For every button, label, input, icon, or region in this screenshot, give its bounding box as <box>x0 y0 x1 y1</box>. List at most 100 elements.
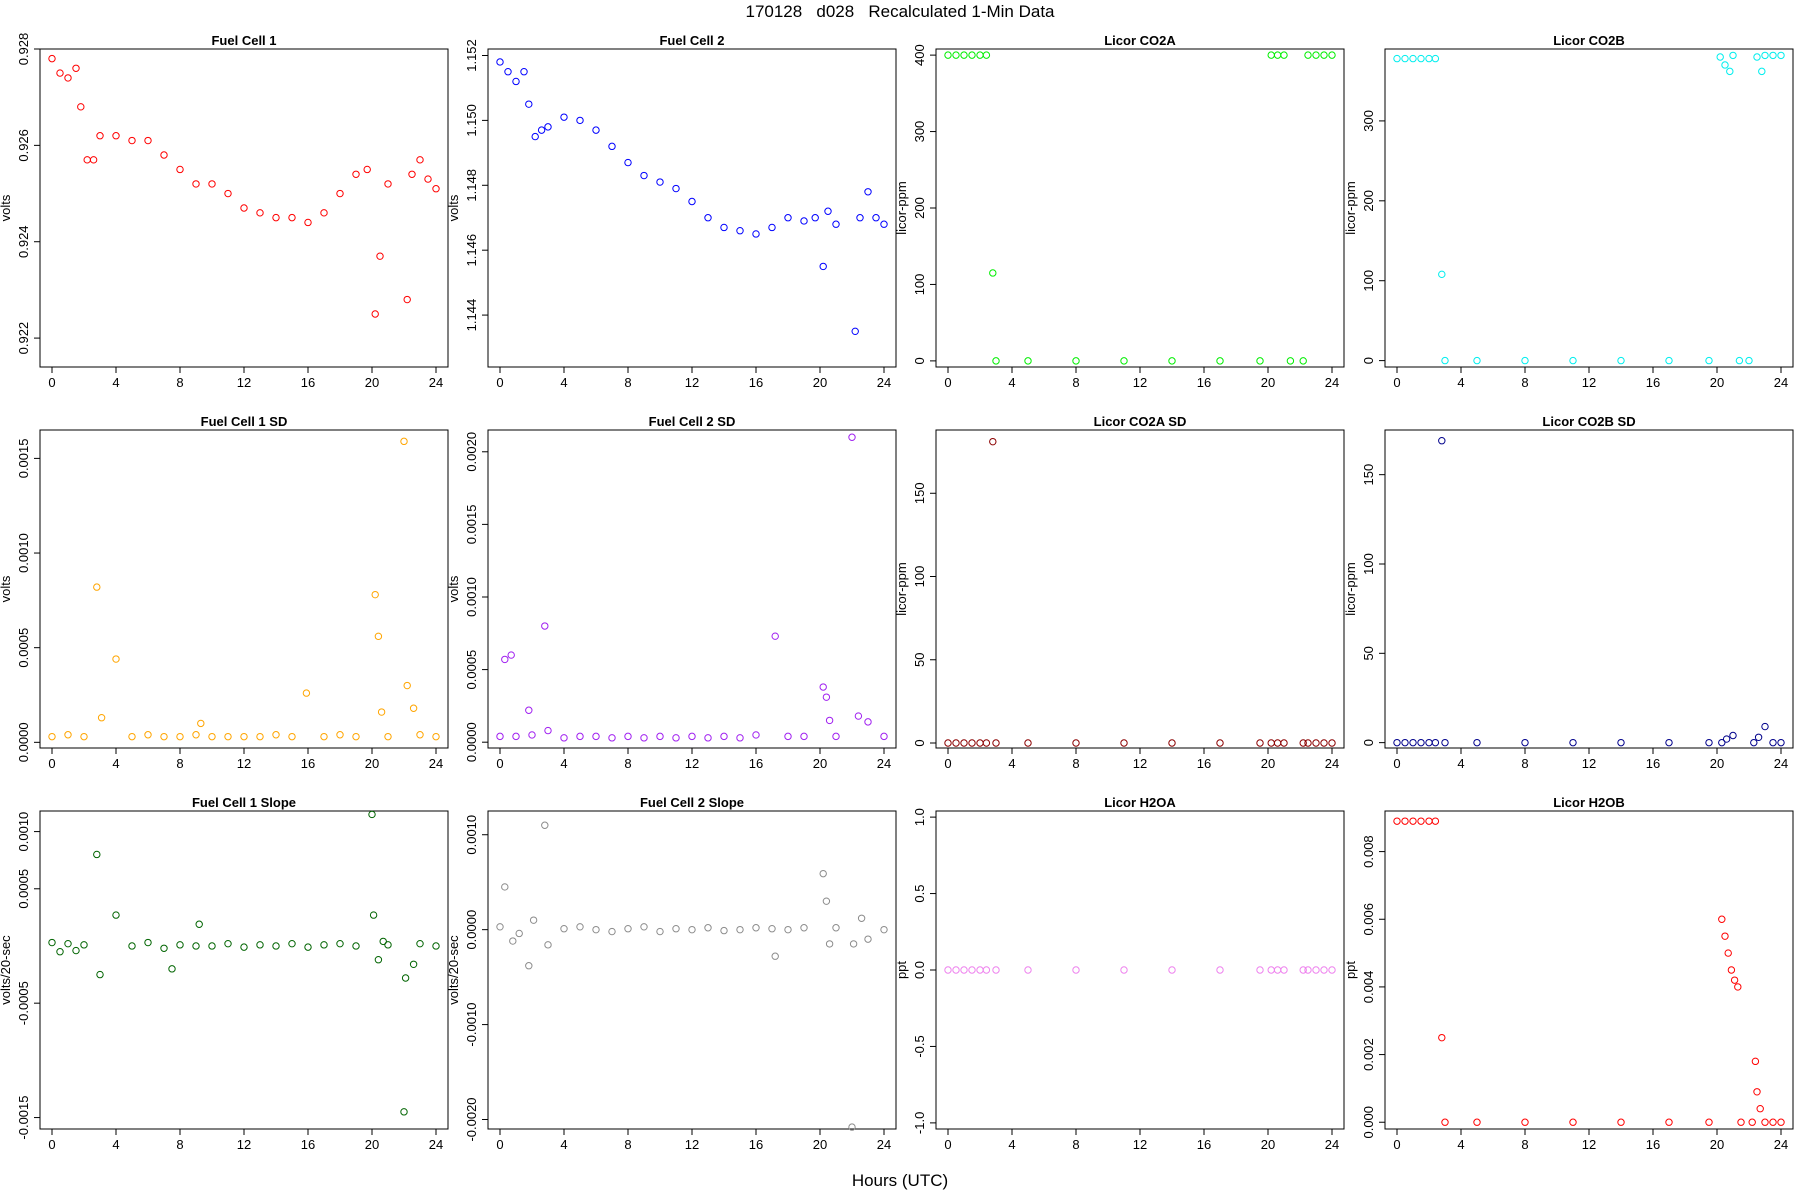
y-axis-label-licor-co2b: licor-ppm <box>1343 181 1358 234</box>
data-point-fuel-cell-1-slope-0-20 <box>288 939 296 948</box>
data-point-licor-h2ob-0-25 <box>1761 1118 1769 1126</box>
x-tick-label-fuel-cell-2-1: 4 <box>560 375 567 390</box>
data-point-fuel-cell-1-sd-0-22 <box>371 590 379 599</box>
y-axis-label-licor-h2oa: ppt <box>894 961 909 979</box>
x-tick-label-licor-h2ob-2: 8 <box>1521 1137 1528 1152</box>
data-point-licor-co2b-sd-0-16 <box>1729 731 1737 740</box>
data-point-fuel-cell-1-slope-0-14 <box>195 920 203 928</box>
data-point-fuel-cell-2-sd-0-11 <box>608 734 616 742</box>
data-point-fuel-cell-2-slope-0-14 <box>656 927 664 936</box>
data-point-licor-co2b-0-10 <box>1569 356 1577 365</box>
data-point-fuel-cell-1-0-29 <box>408 170 416 178</box>
y-tick-label-licor-h2ob-4: 0.008 <box>1361 835 1376 868</box>
data-point-fuel-cell-1-sd-0-14 <box>240 732 248 741</box>
data-point-licor-co2a-sd-0-18 <box>1304 739 1312 747</box>
plot-frame-licor-co2a-sd <box>935 429 1345 749</box>
data-point-fuel-cell-1-0-23 <box>352 170 360 178</box>
y-tick-label-licor-co2b-sd-2: 100 <box>1361 553 1376 575</box>
y-tick-label-licor-co2b-sd-3: 150 <box>1361 464 1376 486</box>
plot-frame-licor-co2b <box>1384 48 1794 368</box>
data-point-licor-co2a-sd-0-4 <box>976 739 984 747</box>
data-point-fuel-cell-1-sd-0-7 <box>144 731 152 739</box>
data-point-fuel-cell-2-slope-0-28 <box>832 924 840 932</box>
x-tick-label-licor-co2b-sd-4: 16 <box>1646 756 1660 771</box>
x-tick-label-licor-co2a-sd-3: 12 <box>1133 756 1147 771</box>
x-tick-label-fuel-cell-2-6: 24 <box>877 375 891 390</box>
x-tick-label-licor-h2ob-5: 20 <box>1710 1137 1724 1152</box>
data-point-fuel-cell-1-0-5 <box>83 156 91 164</box>
data-point-fuel-cell-2-slope-0-8 <box>560 925 568 933</box>
x-tick-label-fuel-cell-1-4: 16 <box>301 375 315 390</box>
data-point-fuel-cell-1-slope-0-12 <box>176 941 184 949</box>
data-point-fuel-cell-2-sd-0-27 <box>832 732 840 741</box>
data-point-fuel-cell-2-0-3 <box>520 68 528 76</box>
panel-fuel-cell-2-slope: Fuel Cell 2 Slope 0 4 8 12 16 20 24 -0.0020 -0.00… <box>446 795 897 1152</box>
data-point-fuel-cell-1-sd-0-4 <box>97 714 106 722</box>
panel-title-fuel-cell-1-slope: Fuel Cell 1 Slope <box>192 795 296 810</box>
y-axis-label-fuel-cell-2: volts <box>446 194 461 221</box>
data-point-fuel-cell-1-slope-0-31 <box>401 974 410 982</box>
y-tick-label-fuel-cell-2-sd-3: 0.0015 <box>464 505 479 545</box>
data-point-licor-co2a-0-14 <box>1267 51 1275 59</box>
data-point-fuel-cell-1-slope-0-16 <box>224 939 232 948</box>
data-point-licor-h2oa-0-9 <box>1120 966 1128 974</box>
data-point-licor-co2b-sd-0-6 <box>1438 437 1446 445</box>
x-tick-label-licor-co2a-6: 24 <box>1325 375 1339 390</box>
y-axis-label-licor-co2b-sd: licor-ppm <box>1343 562 1358 615</box>
panel-title-licor-co2a: Licor CO2A <box>1104 33 1176 48</box>
plot-frame-fuel-cell-2-slope <box>487 810 897 1130</box>
data-point-licor-h2ob-0-6 <box>1438 1033 1446 1042</box>
y-tick-label-fuel-cell-1-sd-1: 0.0005 <box>16 628 31 668</box>
data-point-licor-co2b-0-23 <box>1769 51 1777 60</box>
y-axis-label-fuel-cell-2-slope: volts/20-sec <box>446 935 461 1005</box>
x-tick-label-licor-co2a-1: 4 <box>1008 375 1015 390</box>
data-point-fuel-cell-2-sd-0-25 <box>822 693 831 701</box>
y-tick-label-licor-co2a-sd-2: 100 <box>912 566 927 588</box>
data-point-licor-h2ob-0-3 <box>1417 817 1425 825</box>
data-point-fuel-cell-2-sd-0-9 <box>576 732 584 741</box>
x-tick-label-licor-co2b-1: 4 <box>1457 375 1464 390</box>
data-point-fuel-cell-1-slope-0-15 <box>208 942 216 950</box>
x-tick-label-fuel-cell-1-3: 12 <box>237 375 251 390</box>
x-tick-label-licor-h2oa-5: 20 <box>1261 1137 1275 1152</box>
x-tick-label-fuel-cell-1-sd-3: 12 <box>237 756 251 771</box>
y-tick-label-fuel-cell-2-slope-2: 0.0000 <box>464 910 479 950</box>
data-point-licor-h2oa-0-18 <box>1312 966 1320 974</box>
data-point-fuel-cell-1-slope-0-4 <box>80 941 88 949</box>
data-point-fuel-cell-1-sd-0-1 <box>64 731 72 739</box>
data-point-licor-h2oa-0-10 <box>1168 966 1176 974</box>
x-tick-label-licor-h2ob-1: 4 <box>1457 1137 1464 1152</box>
data-point-fuel-cell-1-sd-0-28 <box>409 704 418 712</box>
panel-title-fuel-cell-2-sd: Fuel Cell 2 SD <box>649 414 736 429</box>
data-point-fuel-cell-2-0-9 <box>576 116 584 125</box>
data-point-fuel-cell-2-0-32 <box>880 220 888 228</box>
data-point-licor-co2b-sd-0-10 <box>1569 738 1577 747</box>
data-point-fuel-cell-2-sd-0-18 <box>720 732 728 741</box>
y-tick-label-fuel-cell-2-0: 1.144 <box>464 299 479 332</box>
data-point-fuel-cell-2-slope-0-22 <box>771 952 779 960</box>
panel-fuel-cell-1-sd: Fuel Cell 1 SD 0 4 8 12 16 20 24 0.0000 0.0005 0.0… <box>0 414 449 771</box>
x-tick-label-licor-co2b-4: 16 <box>1646 375 1660 390</box>
y-axis-label-fuel-cell-1: volts <box>0 194 13 221</box>
data-point-licor-co2b-0-1 <box>1401 54 1409 63</box>
data-point-fuel-cell-1-slope-0-23 <box>336 939 344 948</box>
data-point-licor-co2b-sd-0-14 <box>1718 738 1726 747</box>
data-point-fuel-cell-2-0-12 <box>624 158 632 167</box>
data-point-fuel-cell-2-sd-0-31 <box>880 732 888 741</box>
x-tick-label-licor-co2b-sd-6: 24 <box>1774 756 1788 771</box>
data-point-fuel-cell-2-slope-0-32 <box>864 935 872 943</box>
data-point-licor-co2b-0-21 <box>1758 67 1766 76</box>
x-tick-label-fuel-cell-2-sd-2: 8 <box>624 756 631 771</box>
data-point-fuel-cell-2-slope-0-16 <box>688 925 696 934</box>
data-point-fuel-cell-1-slope-0-2 <box>64 939 72 948</box>
panel-fuel-cell-2-sd: Fuel Cell 2 SD 0 4 8 12 16 20 24 0.0000 0.0005 0.0… <box>446 414 897 771</box>
y-tick-label-fuel-cell-2-slope-1: -0.0010 <box>464 1003 479 1047</box>
data-point-fuel-cell-2-slope-0-21 <box>768 925 776 933</box>
x-tick-label-fuel-cell-1-6: 24 <box>429 375 443 390</box>
data-point-fuel-cell-2-sd-0-13 <box>640 734 648 742</box>
data-point-fuel-cell-2-slope-0-11 <box>608 927 616 936</box>
data-point-licor-co2b-0-3 <box>1417 54 1425 63</box>
x-tick-label-licor-co2a-sd-2: 8 <box>1072 756 1079 771</box>
data-point-licor-co2a-0-16 <box>1280 51 1288 59</box>
panel-title-fuel-cell-1-sd: Fuel Cell 1 SD <box>201 414 288 429</box>
